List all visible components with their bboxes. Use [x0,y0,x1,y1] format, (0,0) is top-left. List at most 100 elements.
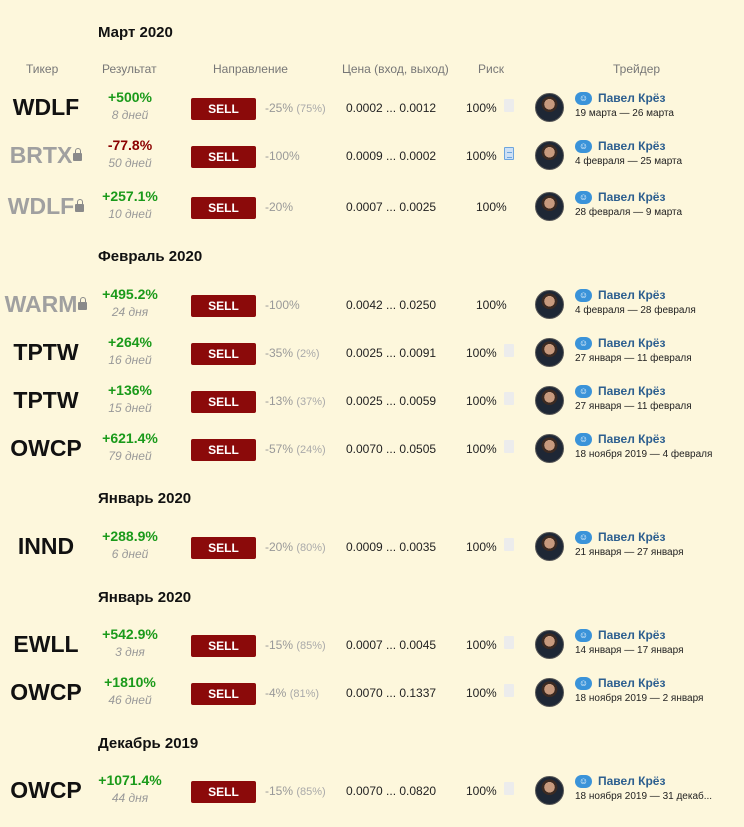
result-value: +288.9% [102,528,158,544]
header-result: Результат [102,62,157,76]
ticker-cell[interactable]: BRTX [0,142,92,169]
trader-name-link[interactable]: Павел Крёз [598,288,666,302]
document-icon[interactable] [504,147,514,160]
ticker-cell[interactable]: TPTW [0,339,92,366]
trade-row: INND +288.9% 6 дней SELL -20% (80%) 0.0009 ..… [0,525,744,573]
avatar[interactable] [535,93,564,122]
sell-button[interactable]: SELL [191,98,256,120]
ticker-cell[interactable]: TPTW [0,387,92,414]
trader-name-link[interactable]: Павел Крёз [598,432,666,446]
trader-name-link[interactable]: Павел Крёз [598,190,666,204]
document-icon[interactable] [504,99,514,112]
avatar[interactable] [535,192,564,221]
ticker-cell[interactable]: OWCP [0,679,92,706]
ticker-symbol: OWCP [10,777,82,803]
result-value: +264% [108,334,152,350]
duration-days: 8 дней [111,108,149,122]
trader-name-link[interactable]: Павел Крёз [598,91,666,105]
trader-name-link[interactable]: Павел Крёз [598,139,666,153]
direction-sub: (75%) [296,103,326,115]
trader-name-link[interactable]: Павел Крёз [598,676,666,690]
direction-sub: (85%) [296,640,326,652]
trader-badge-icon: ☺ [575,140,592,153]
result-value: +495.2% [102,286,158,302]
ticker-cell[interactable]: INND [0,533,92,560]
header-direction: Направление [213,62,288,76]
sell-button[interactable]: SELL [191,146,256,168]
ticker-cell[interactable]: OWCP [0,435,92,462]
sell-button[interactable]: SELL [191,439,256,461]
avatar[interactable] [535,290,564,319]
trade-row: WDLF +500% 8 дней SELL -25% (75%) 0.0002 ... … [0,86,744,134]
trade-dates: 18 ноября 2019 — 2 января [575,693,704,704]
document-icon[interactable] [504,538,514,551]
result-value: +621.4% [102,430,158,446]
trade-row: OWCP +1071.4% 44 дня SELL -15% (85%) 0.0070 .… [0,769,744,817]
direction-percent: -25% [265,101,294,115]
sell-button[interactable]: SELL [191,635,256,657]
direction-percent: -20% [265,540,294,554]
trade-row: WDLF +257.1% 10 дней SELL -20% 0.0007 ... 0.… [0,185,744,233]
ticker-symbol: OWCP [10,679,82,705]
ticker-symbol: WDLF [7,193,75,219]
direction-value: -57% (24%) [265,442,326,456]
direction-percent: -15% [265,784,294,798]
ticker-cell[interactable]: WDLF [0,193,92,220]
trader-badge-icon: ☺ [575,289,592,302]
ticker-symbol: INND [17,533,75,559]
document-icon[interactable] [504,636,514,649]
direction-value: -100% [265,298,300,312]
avatar[interactable] [535,386,564,415]
risk-value: 100% [466,540,497,554]
trader-name-link[interactable]: Павел Крёз [598,628,666,642]
sell-button[interactable]: SELL [191,197,256,219]
trader-name-link[interactable]: Павел Крёз [598,774,666,788]
document-icon[interactable] [504,684,514,697]
trader-name-link[interactable]: Павел Крёз [598,384,666,398]
trader-badge-icon: ☺ [575,191,592,204]
ticker-cell[interactable]: EWLL [0,631,92,658]
avatar[interactable] [535,630,564,659]
sell-button[interactable]: SELL [191,295,256,317]
sell-button[interactable]: SELL [191,781,256,803]
trader-name-link[interactable]: Павел Крёз [598,336,666,350]
avatar[interactable] [535,338,564,367]
duration-days: 15 дней [108,401,152,415]
result-value: +257.1% [102,188,158,204]
avatar[interactable] [535,434,564,463]
sell-button[interactable]: SELL [191,683,256,705]
document-icon[interactable] [504,344,514,357]
sell-button[interactable]: SELL [191,343,256,365]
ticker-cell[interactable]: WDLF [0,94,92,121]
ticker-cell[interactable]: WARM [0,291,92,318]
price-range: 0.0007 ... 0.0025 [346,200,437,214]
avatar[interactable] [535,141,564,170]
trader-badge-icon: ☺ [575,677,592,690]
trade-dates: 14 января — 17 января [575,645,684,656]
price-range: 0.0025 ... 0.0091 [346,346,437,360]
trade-row: WARM +495.2% 24 дня SELL -100% 0.0042 ... 0.… [0,283,744,331]
trade-dates: 27 января — 11 февраля [575,401,692,412]
direction-percent: -15% [265,638,294,652]
ticker-cell[interactable]: OWCP [0,777,92,804]
month-heading: Январь 2020 [98,490,192,507]
lock-icon [73,148,83,161]
ticker-symbol: OWCP [10,435,82,461]
avatar[interactable] [535,532,564,561]
direction-sub: (80%) [296,542,326,554]
trader-name-link[interactable]: Павел Крёз [598,530,666,544]
document-icon[interactable] [504,392,514,405]
trader-badge-icon: ☺ [575,531,592,544]
risk-value: 100% [466,784,497,798]
sell-button[interactable]: SELL [191,537,256,559]
trade-dates: 18 ноября 2019 — 31 декаб... [575,791,713,802]
avatar[interactable] [535,678,564,707]
document-icon[interactable] [504,782,514,795]
result-value: +1810% [104,674,156,690]
sell-button[interactable]: SELL [191,391,256,413]
document-icon[interactable] [504,440,514,453]
result-value: -77.8% [107,137,153,153]
header-ticker: Тикер [26,62,59,76]
direction-value: -20% [265,200,293,214]
avatar[interactable] [535,776,564,805]
